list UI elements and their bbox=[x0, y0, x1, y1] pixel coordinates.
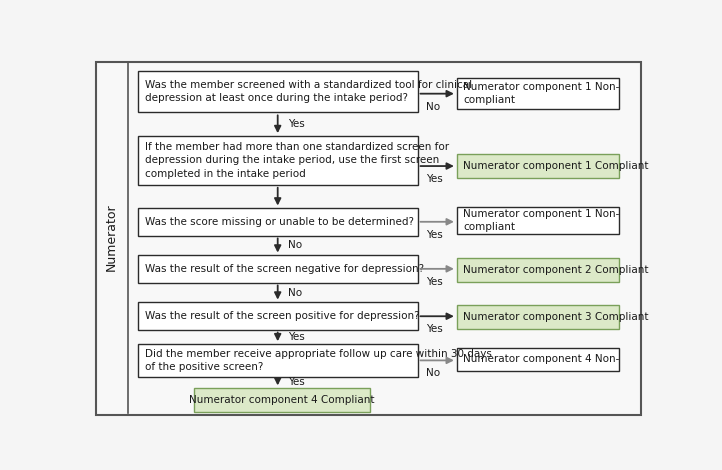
Bar bbox=[457, 305, 619, 329]
Text: Numerator component 1 Compliant: Numerator component 1 Compliant bbox=[464, 161, 649, 171]
Text: Numerator component 3 Compliant: Numerator component 3 Compliant bbox=[464, 312, 649, 322]
Bar bbox=[138, 256, 417, 282]
Text: Numerator: Numerator bbox=[105, 204, 118, 271]
Text: Numerator component 1 Non-
compliant: Numerator component 1 Non- compliant bbox=[464, 209, 620, 232]
Bar bbox=[138, 303, 417, 329]
Bar bbox=[138, 344, 417, 376]
Bar bbox=[457, 207, 619, 234]
Text: Numerator component 2 Compliant: Numerator component 2 Compliant bbox=[464, 265, 649, 275]
Text: Numerator component 4 Non-: Numerator component 4 Non- bbox=[464, 354, 620, 365]
Bar bbox=[457, 78, 619, 109]
Text: Yes: Yes bbox=[288, 119, 305, 129]
Text: No: No bbox=[288, 288, 302, 298]
Text: Yes: Yes bbox=[426, 324, 443, 334]
Text: Yes: Yes bbox=[426, 174, 443, 184]
Bar bbox=[138, 208, 417, 235]
Text: Numerator component 1 Non-
compliant: Numerator component 1 Non- compliant bbox=[464, 82, 620, 105]
Text: No: No bbox=[426, 368, 440, 378]
Text: Yes: Yes bbox=[288, 332, 305, 342]
Text: Was the result of the screen positive for depression?: Was the result of the screen positive fo… bbox=[144, 311, 419, 321]
Text: Yes: Yes bbox=[288, 377, 305, 387]
Bar bbox=[193, 388, 370, 412]
Bar bbox=[138, 136, 417, 185]
Text: No: No bbox=[288, 241, 302, 251]
Bar bbox=[457, 258, 619, 282]
Text: Was the score missing or unable to be determined?: Was the score missing or unable to be de… bbox=[144, 217, 414, 227]
Text: If the member had more than one standardized screen for
depression during the in: If the member had more than one standard… bbox=[144, 142, 448, 179]
Text: Was the member screened with a standardized tool for clinical
depression at leas: Was the member screened with a standardi… bbox=[144, 80, 471, 103]
Text: Yes: Yes bbox=[426, 230, 443, 240]
Bar bbox=[138, 71, 417, 112]
Bar bbox=[457, 348, 619, 371]
Text: Numerator component 4 Compliant: Numerator component 4 Compliant bbox=[189, 395, 375, 405]
Text: Yes: Yes bbox=[426, 277, 443, 287]
Text: No: No bbox=[426, 102, 440, 112]
Text: Did the member receive appropriate follow up care within 30 days
of the positive: Did the member receive appropriate follo… bbox=[144, 349, 492, 372]
Bar bbox=[457, 154, 619, 178]
Text: Was the result of the screen negative for depression?: Was the result of the screen negative fo… bbox=[144, 264, 424, 274]
